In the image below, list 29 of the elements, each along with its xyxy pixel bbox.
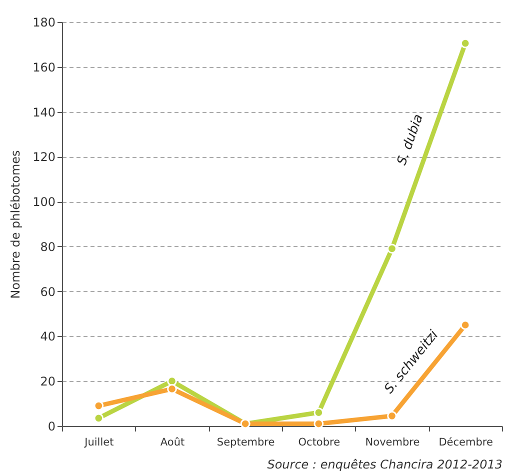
y-tick-label: 100 [32,195,56,210]
y-tick-label: 180 [32,16,56,30]
y-tick-label: 80 [40,240,56,254]
point [387,244,397,254]
point [387,410,397,421]
point [167,384,177,394]
point [314,408,324,418]
point [94,413,104,424]
source-note: Source : enquêtes Chancira 2012-2013 [267,458,502,471]
point [460,38,470,48]
y-tick-label: 0 [48,420,56,434]
x-tick-label: Novembre [365,436,420,448]
x-tick-label: Octobre [298,436,340,448]
y-tick-label: 120 [32,150,56,164]
point [314,418,324,429]
point [94,400,104,411]
y-tick-label: 40 [40,330,56,344]
x-tick-label: Août [160,436,185,448]
y-tick-label: 160 [32,60,56,74]
x-tick-label: Décembre [438,436,493,448]
x-tick-label: Septembre [216,436,275,448]
text: S. dubia [394,112,427,168]
y-tick-label: 20 [40,374,56,389]
point [460,320,470,330]
y-tick-label: 140 [32,105,56,120]
y-tick-label: 60 [40,284,56,299]
x-tick-label: Juillet [84,436,114,448]
point [167,376,177,386]
y-axis-title: Nombre de phlébotomes [8,150,23,299]
